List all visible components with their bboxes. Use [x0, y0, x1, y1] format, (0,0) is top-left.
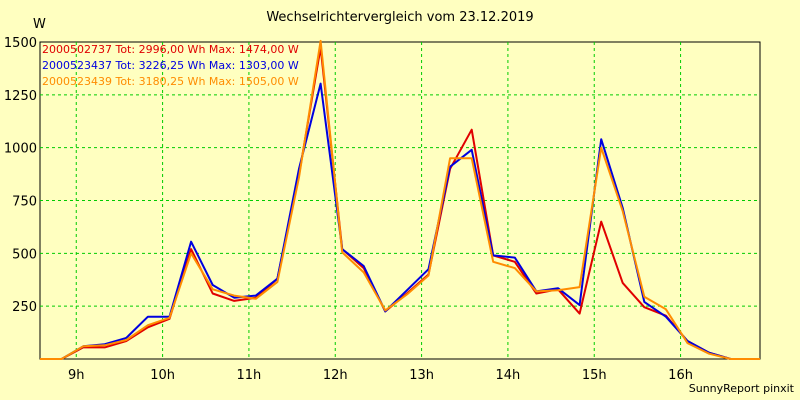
footer-credit: SunnyReport pinxit [688, 382, 794, 395]
y-tick-label-5: 1500 [4, 36, 37, 51]
y-tick-label-3: 1000 [4, 142, 37, 157]
y-axis-label: W [33, 17, 46, 32]
series-line-2000523437 [40, 82, 760, 360]
y-tick-label-4: 1250 [4, 89, 37, 104]
legend: 2000502737 Tot: 2996,00 Wh Max: 1474,00 … [42, 42, 299, 90]
legend-entry-2000502737: 2000502737 Tot: 2996,00 Wh Max: 1474,00 … [42, 43, 299, 56]
x-tick-label-2: 11h [237, 368, 262, 383]
chart-title: Wechselrichtervergleich vom 23.12.2019 [266, 10, 534, 25]
x-tick-label-5: 14h [496, 368, 521, 383]
y-tick-label-1: 500 [12, 247, 37, 262]
x-tick-label-4: 13h [409, 368, 434, 383]
y-tick-label-2: 750 [12, 195, 37, 210]
legend-entry-2000523437: 2000523437 Tot: 3226,25 Wh Max: 1303,00 … [42, 59, 299, 72]
x-tick-label-0: 9h [68, 368, 85, 383]
x-tick-label-1: 10h [150, 368, 175, 383]
x-tick-label-7: 16h [668, 368, 693, 383]
y-tick-label-0: 250 [12, 300, 37, 315]
x-tick-label-6: 15h [582, 368, 607, 383]
legend-entry-2000523439: 2000523439 Tot: 3180,25 Wh Max: 1505,00 … [42, 75, 299, 88]
x-tick-label-3: 12h [323, 368, 348, 383]
series-line-2000523439 [40, 39, 760, 360]
